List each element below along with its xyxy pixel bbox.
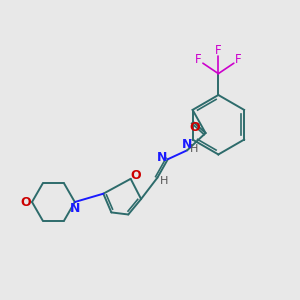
Text: F: F — [195, 53, 202, 66]
Text: N: N — [70, 202, 80, 215]
Text: N: N — [157, 151, 168, 164]
Text: H: H — [190, 144, 198, 154]
Text: O: O — [131, 169, 141, 182]
Text: O: O — [20, 196, 31, 208]
Text: N: N — [182, 138, 192, 151]
Text: O: O — [190, 121, 200, 134]
Text: H: H — [160, 176, 168, 186]
Text: F: F — [235, 53, 242, 66]
Text: F: F — [215, 44, 222, 57]
